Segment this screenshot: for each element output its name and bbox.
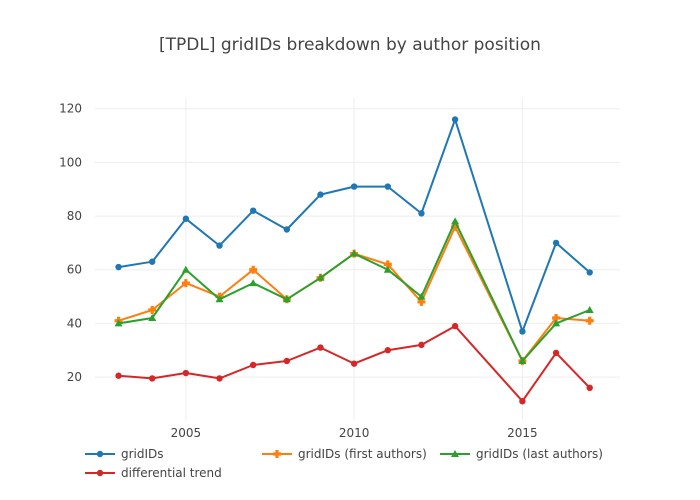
data-point bbox=[149, 375, 156, 382]
data-point bbox=[114, 319, 123, 327]
data-point bbox=[384, 347, 391, 354]
data-point bbox=[283, 357, 291, 365]
data-point bbox=[182, 215, 190, 222]
data-point bbox=[249, 207, 257, 214]
data-point bbox=[350, 183, 358, 190]
x-tick-label: 2010 bbox=[339, 426, 370, 440]
legend-label: differential trend bbox=[121, 466, 222, 480]
data-point bbox=[519, 328, 526, 335]
legend-item[interactable]: gridIDs (last authors) bbox=[440, 447, 603, 461]
data-point bbox=[148, 314, 157, 322]
data-point bbox=[383, 260, 392, 269]
legend-swatch-marker bbox=[96, 450, 104, 458]
series-line bbox=[118, 220, 591, 362]
data-point bbox=[115, 372, 122, 379]
legend-swatch-marker bbox=[96, 469, 104, 477]
data-point bbox=[451, 322, 459, 330]
series-gridids bbox=[115, 116, 593, 335]
legend: gridIDs gridIDs (first authors) gridIDs (l… bbox=[85, 447, 603, 480]
legend-item[interactable]: gridIDs (first authors) bbox=[262, 447, 427, 461]
data-point bbox=[586, 384, 593, 391]
data-point bbox=[451, 217, 460, 225]
data-point bbox=[552, 319, 561, 327]
data-point bbox=[585, 316, 594, 325]
data-point bbox=[585, 305, 594, 313]
data-point bbox=[519, 398, 526, 405]
chart-title: [TPDL] gridIDs breakdown by author posit… bbox=[159, 35, 541, 55]
series-lines bbox=[114, 116, 594, 405]
legend-item[interactable]: gridIDs bbox=[85, 447, 164, 461]
data-point bbox=[149, 258, 156, 265]
y-tick-label: 60 bbox=[67, 263, 82, 277]
legend-label: gridIDs (first authors) bbox=[298, 447, 427, 461]
data-point bbox=[350, 249, 359, 257]
data-point bbox=[316, 273, 325, 281]
legend-item[interactable]: differential trend bbox=[85, 466, 222, 480]
series-differential-trend bbox=[115, 322, 593, 405]
series-gridids-last-authors bbox=[114, 217, 594, 364]
data-point bbox=[383, 265, 392, 273]
data-point bbox=[249, 279, 258, 287]
data-point bbox=[181, 265, 190, 273]
data-point bbox=[115, 263, 122, 271]
grid-lines bbox=[95, 98, 620, 420]
data-point bbox=[384, 183, 391, 190]
data-point bbox=[216, 375, 223, 382]
data-point bbox=[417, 292, 426, 300]
data-point bbox=[182, 369, 190, 377]
data-point bbox=[282, 295, 291, 303]
data-point bbox=[216, 242, 223, 249]
legend-label: gridIDs bbox=[121, 447, 164, 461]
data-point bbox=[148, 305, 157, 314]
data-point bbox=[552, 239, 560, 247]
data-point bbox=[317, 344, 324, 351]
data-point bbox=[451, 116, 459, 123]
series-line bbox=[118, 325, 591, 403]
x-tick-label: 2005 bbox=[171, 426, 202, 440]
data-point bbox=[350, 360, 358, 367]
data-point bbox=[317, 191, 324, 198]
data-point bbox=[451, 222, 460, 231]
data-point bbox=[418, 341, 425, 349]
y-tick-label: 80 bbox=[67, 209, 82, 223]
data-point bbox=[552, 314, 561, 323]
data-point bbox=[418, 210, 425, 217]
series-line bbox=[118, 118, 591, 333]
legend-swatch-marker bbox=[451, 450, 459, 457]
data-point bbox=[249, 361, 257, 369]
data-point bbox=[518, 356, 527, 364]
y-tick-label: 40 bbox=[67, 316, 82, 330]
data-point bbox=[249, 265, 258, 274]
x-tick-label: 2015 bbox=[507, 426, 538, 440]
y-tick-label: 120 bbox=[59, 102, 82, 116]
data-point bbox=[181, 279, 190, 288]
y-tick-label: 20 bbox=[67, 370, 82, 384]
data-point bbox=[552, 349, 560, 357]
y-tick-label: 100 bbox=[59, 155, 82, 169]
legend-swatch-marker bbox=[273, 450, 281, 458]
data-point bbox=[586, 269, 593, 276]
legend-label: gridIDs (last authors) bbox=[476, 447, 603, 461]
data-point bbox=[417, 297, 426, 306]
axis-tick-labels: 20 40 60 80 100 120 2005 2010 2015 bbox=[59, 102, 538, 440]
data-point bbox=[215, 295, 224, 303]
data-point bbox=[283, 226, 291, 233]
